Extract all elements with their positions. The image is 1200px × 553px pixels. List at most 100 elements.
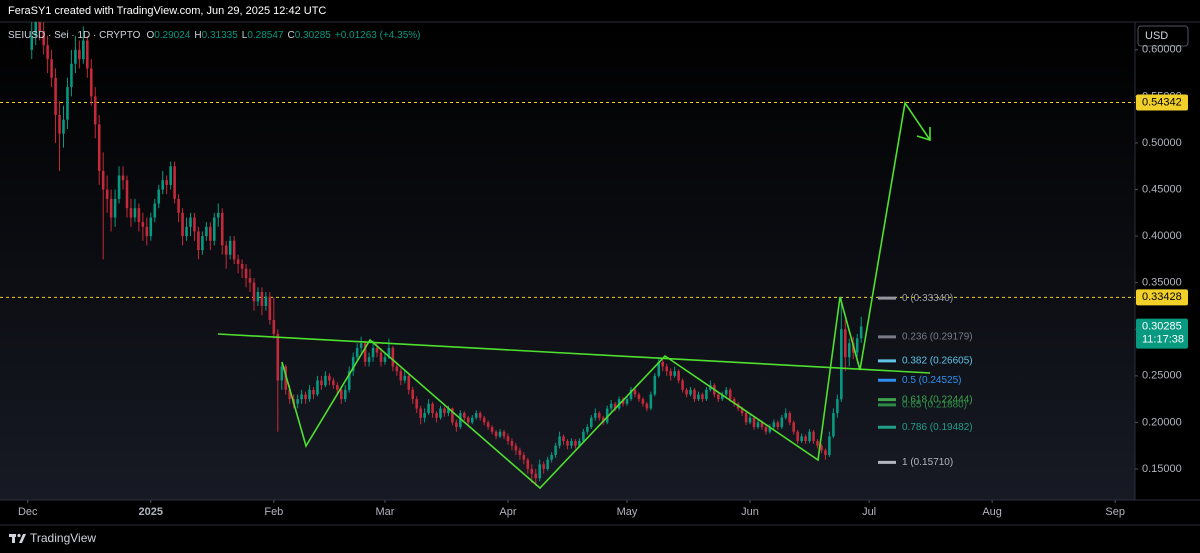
- candle-body: [685, 389, 688, 395]
- candle-body: [570, 441, 573, 446]
- candle-body: [252, 282, 256, 302]
- candle-body: [236, 259, 240, 265]
- candle-body: [157, 189, 161, 204]
- candle-body: [633, 389, 637, 395]
- candle-body: [681, 380, 684, 390]
- y-tick-label: 0.25000: [1142, 370, 1182, 382]
- candle-body: [582, 431, 585, 442]
- candle-body: [665, 366, 669, 372]
- candle-body: [538, 464, 542, 479]
- ohlc-value: 0.30285: [295, 30, 332, 41]
- candle-body: [415, 399, 418, 409]
- candle-body: [728, 389, 732, 400]
- fib-label: 0.65 (0.21880): [902, 400, 967, 411]
- candle-body: [141, 222, 145, 227]
- candle-body: [613, 403, 617, 409]
- candle-body: [740, 408, 744, 414]
- candle-body: [312, 389, 315, 395]
- candle-body: [820, 445, 823, 451]
- candle-body: [328, 375, 331, 381]
- candle-body: [121, 175, 125, 181]
- candle-body: [546, 459, 549, 469]
- candle-body: [209, 226, 212, 241]
- candle-body: [629, 389, 633, 400]
- arrow-head: [916, 127, 931, 142]
- currency[interactable]: USD: [1145, 30, 1168, 42]
- candle-body: [213, 217, 216, 241]
- candle-body: [125, 180, 129, 209]
- candle-body: [586, 427, 589, 432]
- last-price: 0.30285: [1142, 321, 1182, 333]
- candle-body: [145, 226, 149, 237]
- candle-body: [812, 431, 815, 442]
- candle-body: [855, 338, 859, 353]
- candle-body: [744, 413, 748, 423]
- candle-body: [359, 343, 363, 348]
- candle-body: [788, 413, 792, 423]
- candle-body: [89, 68, 93, 97]
- candle-body: [463, 413, 466, 418]
- candle-body: [165, 180, 168, 185]
- candle-body: [689, 389, 692, 395]
- trend-line: [217, 333, 931, 374]
- candle-body: [486, 422, 490, 428]
- candle-body: [772, 422, 776, 428]
- y-tick-label: 0.20000: [1142, 416, 1182, 428]
- plot-area: [0, 22, 1135, 500]
- candle-body: [93, 96, 97, 125]
- candle-body: [332, 380, 335, 386]
- candle-body: [490, 427, 494, 432]
- candle-body: [58, 115, 61, 134]
- drawings: [217, 100, 931, 490]
- candle-body: [351, 357, 355, 372]
- candle-body: [717, 394, 720, 400]
- x-tick-label: Sep: [1105, 506, 1125, 518]
- candle-body: [149, 217, 153, 237]
- candle-body: [593, 413, 597, 418]
- candle-body: [137, 208, 141, 223]
- candle-body: [395, 366, 399, 372]
- currency-button[interactable]: [1137, 25, 1189, 47]
- candle-body: [423, 413, 426, 418]
- candle-body: [724, 389, 728, 395]
- candle-body: [185, 226, 188, 237]
- candle-body: [181, 212, 184, 237]
- ohlc-letter: O: [146, 30, 154, 41]
- candle-body: [97, 124, 101, 171]
- candle-body: [403, 375, 407, 381]
- candle-body: [133, 208, 137, 218]
- candle-body: [605, 408, 609, 423]
- candle-body: [720, 394, 724, 400]
- candle-body: [439, 408, 442, 418]
- candle-body: [558, 436, 561, 446]
- pattern-path: [281, 100, 931, 490]
- logo: [9, 533, 26, 543]
- candle-body: [343, 389, 347, 400]
- candle-body: [764, 427, 768, 432]
- candle-body: [42, 31, 45, 46]
- candle-body: [268, 296, 272, 320]
- candle-body: [498, 431, 502, 437]
- candle-body: [324, 375, 327, 386]
- candle-body: [697, 394, 700, 400]
- candle-body: [562, 436, 565, 442]
- symbol-legend: SEIUSD · Sei · 1D · CRYPTO O0.29024 H0.313…: [8, 30, 421, 41]
- candle-body: [768, 427, 772, 432]
- candle-body: [566, 441, 569, 446]
- x-tick-label: May: [617, 506, 638, 518]
- candle-body: [597, 413, 601, 418]
- fib-label: 0.5 (0.24525): [902, 375, 962, 386]
- candle-body: [459, 413, 462, 428]
- candle-body: [451, 408, 454, 423]
- candle-body: [340, 389, 343, 400]
- candle-body: [832, 413, 835, 437]
- candle-body: [474, 413, 478, 418]
- change: +0.01263 (+4.35%): [335, 30, 421, 41]
- candle-body: [272, 319, 276, 334]
- candle-body: [320, 380, 323, 386]
- candle-body: [796, 431, 799, 442]
- y-tick-label: 0.35000: [1142, 277, 1182, 289]
- candle-body: [296, 399, 299, 404]
- candle-body: [693, 389, 696, 400]
